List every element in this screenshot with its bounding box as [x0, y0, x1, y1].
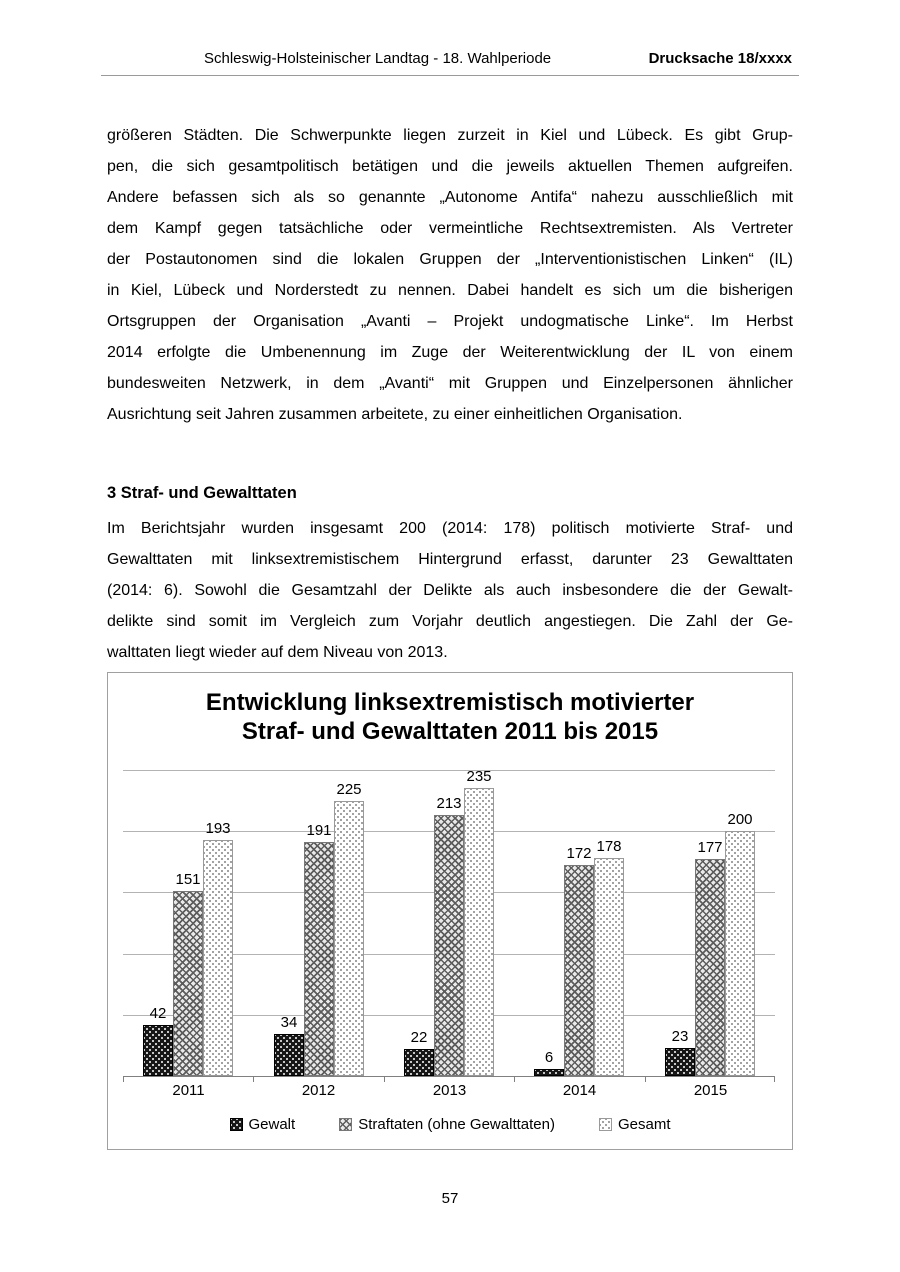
bar-value-label: 172 [566, 845, 592, 862]
bar-value-label: 225 [336, 781, 362, 798]
bar-value-label: 6 [544, 1049, 554, 1066]
bar [334, 801, 364, 1076]
bar [274, 1034, 304, 1076]
bar-value-label: 200 [727, 811, 753, 828]
text-line: walttaten liegt wieder auf dem Niveau vo… [107, 644, 448, 661]
bar-value-label: 235 [466, 768, 492, 785]
text-line: in Kiel, Lübeck und Norderstedt zu nenne… [107, 282, 793, 299]
text-line: dem Kampf gegen tatsächliche oder vermei… [107, 220, 793, 237]
chart-frame: Entwicklung linksextremistisch motiviert… [107, 672, 793, 1150]
chart-title-line-2: Straf- und Gewalttaten 2011 bis 2015 [241, 718, 659, 745]
text-line: (2014: 6). Sowohl die Gesamtzahl der Del… [107, 582, 793, 599]
chart-title: Entwicklung linksextremistisch motiviert… [108, 688, 792, 746]
legend-item: Gewalt [229, 1116, 296, 1133]
bar [725, 831, 755, 1076]
bar-value-label: 213 [436, 795, 462, 812]
header-doc-number: Drucksache 18/xxxx [648, 50, 792, 67]
text-line: delikte sind somit im Vergleich zum Vorj… [107, 613, 793, 630]
text-line: Ortsgruppen der Organisation „Avanti – P… [107, 313, 793, 330]
header-rule [101, 75, 799, 76]
x-axis-tick [514, 1076, 515, 1082]
text-line: größeren Städten. Die Schwerpunkte liege… [107, 127, 793, 144]
bar [665, 1048, 695, 1076]
x-axis-tick [253, 1076, 254, 1082]
paragraph-continuation: größeren Städten. Die Schwerpunkte liege… [107, 120, 793, 430]
legend-swatch [339, 1118, 353, 1131]
bar [564, 865, 594, 1076]
text-line: Im Berichtsjahr wurden insgesamt 200 (20… [107, 520, 793, 537]
bar [695, 859, 725, 1076]
bar [404, 1049, 434, 1076]
bar-value-label: 42 [149, 1005, 167, 1022]
section-heading: 3 Straf- und Gewalttaten [107, 484, 297, 502]
bar [464, 788, 494, 1076]
x-axis-label: 2011 [172, 1082, 205, 1099]
header-title: Schleswig-Holsteinischer Landtag - 18. W… [204, 50, 552, 67]
bar-value-label: 22 [410, 1029, 428, 1046]
legend-swatch [598, 1118, 612, 1131]
x-axis-tick [123, 1076, 124, 1082]
x-axis-tick [774, 1076, 775, 1082]
bar-value-label: 193 [205, 820, 231, 837]
bar-value-label: 34 [280, 1014, 298, 1031]
bar [203, 840, 233, 1076]
text-line: Andere befassen sich als so genannte „Au… [107, 189, 793, 206]
text-line: 2014 erfolgte die Umbenennung im Zuge de… [107, 344, 793, 361]
page-header: Schleswig-Holsteinischer Landtag - 18. W… [107, 47, 793, 71]
plot-area: 42 151 193 34 191 225 22 213 235 6 172 178 23 177 200 [123, 768, 775, 1082]
gridline [123, 770, 775, 771]
x-axis-tick [645, 1076, 646, 1082]
legend-label: Gewalt [248, 1116, 296, 1133]
legend-item: Gesamt [598, 1116, 671, 1133]
bar [173, 891, 203, 1076]
bar-value-label: 23 [671, 1028, 689, 1045]
chart-legend: Gewalt Straftaten (ohne Gewalttaten) Gesam… [108, 1116, 792, 1133]
x-axis-label: 2013 [432, 1082, 467, 1099]
bar-value-label: 178 [596, 838, 622, 855]
x-axis-label: 2014 [562, 1082, 597, 1099]
x-axis-tick [384, 1076, 385, 1082]
bar-value-label: 177 [697, 839, 723, 856]
text-line: der Postautonomen sind die lokalen Grupp… [107, 251, 793, 268]
bar-value-label: 151 [175, 871, 201, 888]
bar [594, 858, 624, 1076]
x-axis-label: 2015 [693, 1082, 728, 1099]
text-line: pen, die sich gesamtpolitisch betätigen … [107, 158, 793, 175]
x-axis-label: 2012 [301, 1082, 336, 1099]
legend-swatch [229, 1118, 243, 1131]
bar [143, 1025, 173, 1076]
chart-title-line-1: Entwicklung linksextremistisch motiviert… [205, 689, 695, 716]
legend-item: Straftaten (ohne Gewalttaten) [339, 1116, 555, 1133]
x-axis-labels: 2011 2012 2013 2014 2015 [123, 1082, 775, 1104]
text-line: bundesweiten Netzwerk, in dem „Avanti“ m… [107, 375, 793, 392]
bar [304, 842, 334, 1076]
text-line: Gewalttaten mit linksextremistischem Hin… [107, 551, 793, 568]
legend-label: Gesamt [617, 1116, 671, 1133]
paragraph-stats: Im Berichtsjahr wurden insgesamt 200 (20… [107, 513, 793, 668]
page-number: 57 [441, 1190, 459, 1207]
bar [434, 815, 464, 1076]
legend-label: Straftaten (ohne Gewalttaten) [358, 1116, 555, 1133]
bar-value-label: 191 [306, 822, 332, 839]
text-line: Ausrichtung seit Jahren zusammen arbeite… [107, 406, 683, 423]
bar [534, 1069, 564, 1076]
